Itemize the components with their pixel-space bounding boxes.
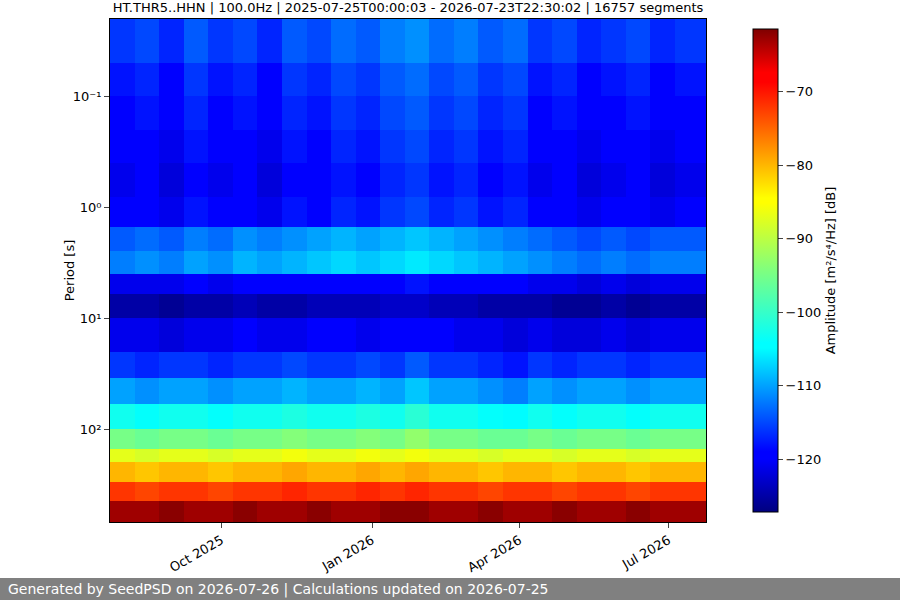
svg-text:Period [s]: Period [s] bbox=[62, 240, 77, 302]
svg-text:10⁰: 10⁰ bbox=[80, 200, 102, 215]
svg-text:−70: −70 bbox=[786, 84, 813, 99]
svg-text:−110: −110 bbox=[786, 378, 822, 393]
svg-text:10¹: 10¹ bbox=[80, 311, 102, 326]
svg-text:Jul 2026: Jul 2026 bbox=[619, 532, 673, 572]
svg-text:Apr 2026: Apr 2026 bbox=[465, 532, 524, 575]
svg-text:−120: −120 bbox=[786, 452, 822, 467]
html-text:Generated by SeedPSD on 2026-0: Generated by SeedPSD on 2026-07-26 | Cal… bbox=[8, 581, 549, 597]
svg-text:−100: −100 bbox=[786, 305, 822, 320]
svg-text:Oct 2025: Oct 2025 bbox=[167, 532, 226, 575]
svg-text:10²: 10² bbox=[80, 422, 102, 437]
svg-text:HT.THR5..HHN | 100.0Hz | 2025-: HT.THR5..HHN | 100.0Hz | 2025-07-25T00:0… bbox=[113, 0, 704, 15]
svg-text:−80: −80 bbox=[786, 158, 813, 173]
svg-text:−90: −90 bbox=[786, 231, 813, 246]
svg-text:Amplitude [m²/s⁴/Hz] [dB]: Amplitude [m²/s⁴/Hz] [dB] bbox=[823, 187, 838, 355]
svg-text:10⁻¹: 10⁻¹ bbox=[73, 89, 102, 104]
svg-text:Jan 2026: Jan 2026 bbox=[319, 532, 377, 574]
